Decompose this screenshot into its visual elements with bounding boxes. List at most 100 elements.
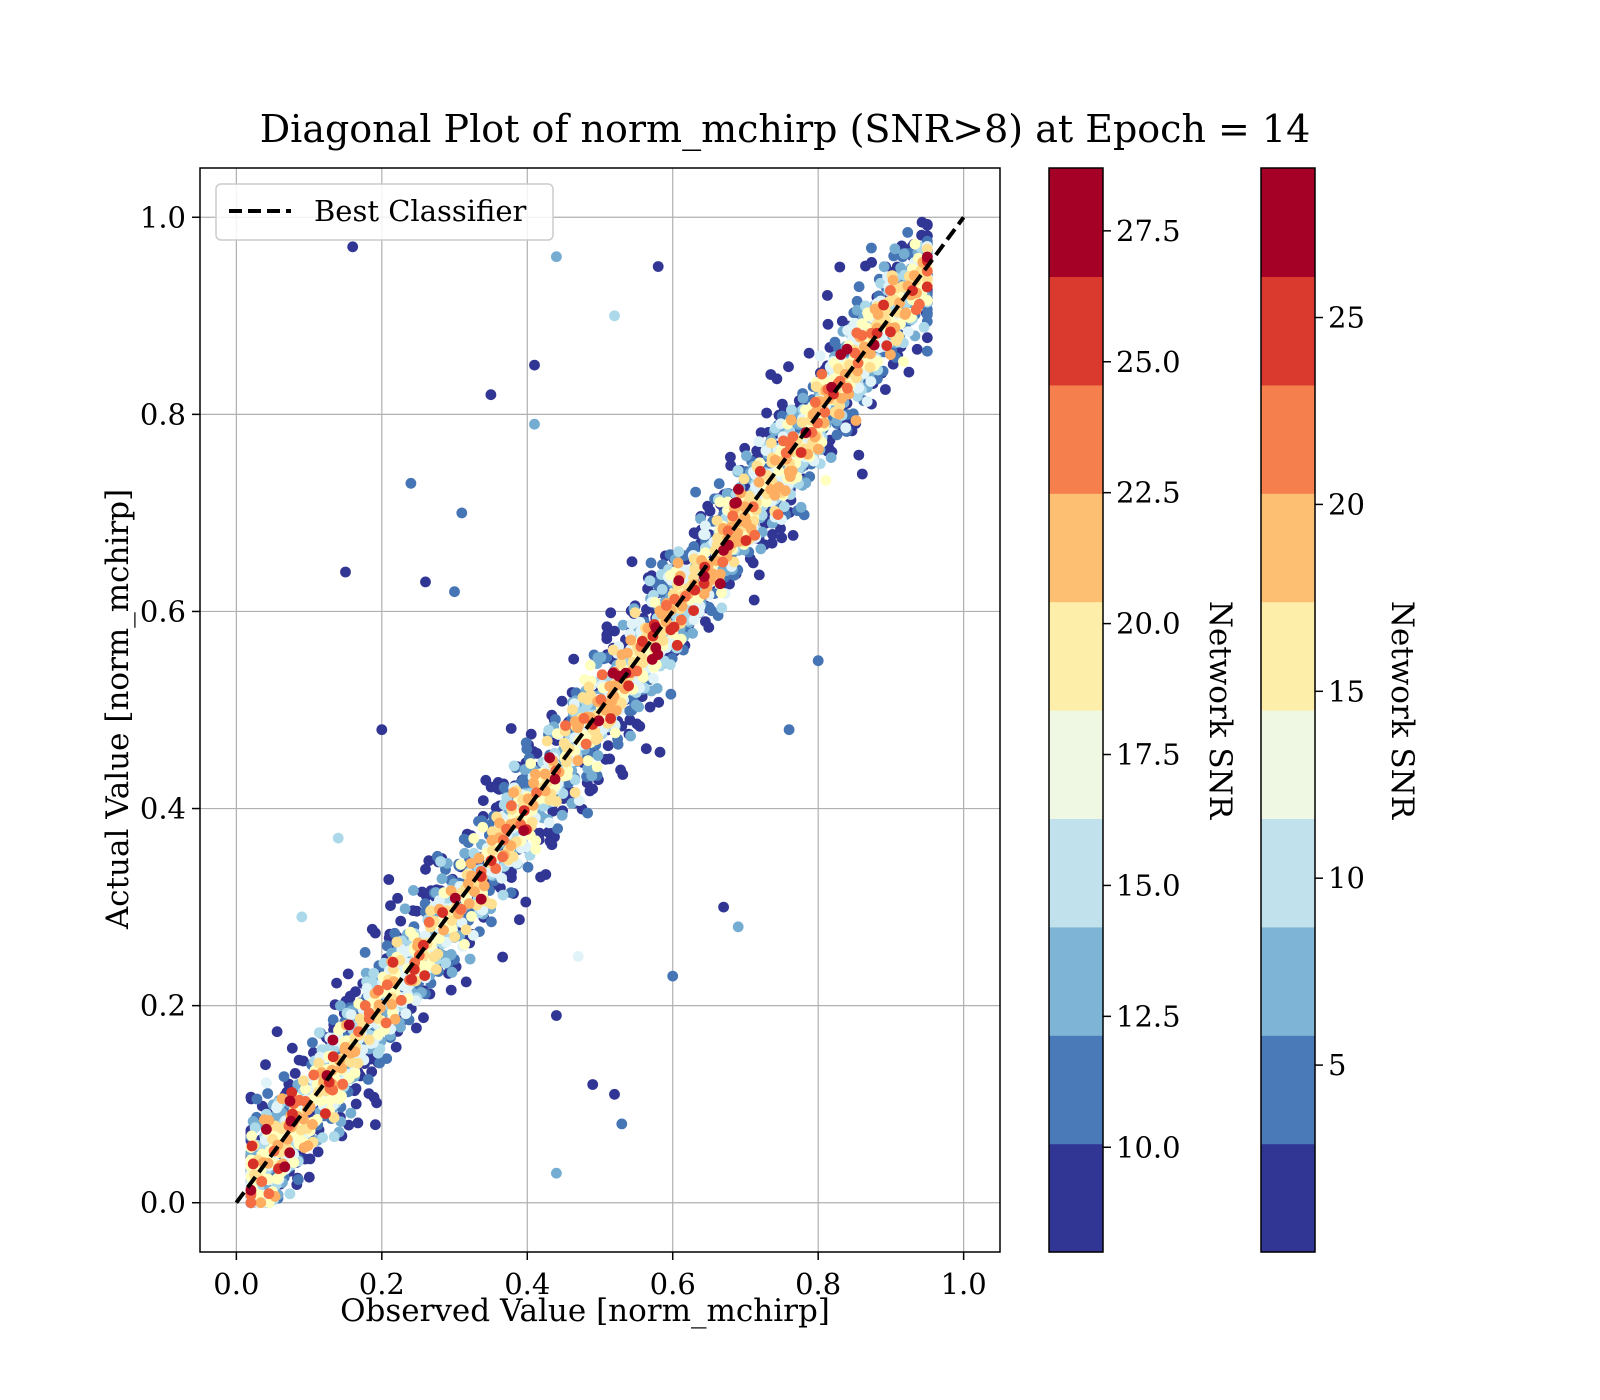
scatter-point <box>337 1078 349 1090</box>
scatter-point <box>769 454 781 466</box>
colorbar-snr-secondary: 5 10 15 20 25 Network SNR <box>1260 167 1420 1253</box>
scatter-point <box>333 1024 344 1036</box>
y-tick-label: 0.4 <box>140 792 186 826</box>
scatter-point <box>852 365 863 377</box>
scatter-point <box>713 478 725 490</box>
scatter-point <box>478 880 490 892</box>
scatter-point <box>505 723 517 734</box>
scatter-point <box>303 1171 315 1183</box>
scatter-point <box>856 330 868 341</box>
scatter-point <box>814 350 826 362</box>
scatter-point <box>584 660 596 671</box>
scatter-point <box>913 298 925 310</box>
scatter-point <box>497 951 508 963</box>
scatter-point <box>714 568 726 580</box>
scatter-point <box>271 1102 282 1114</box>
scatter-point <box>786 465 798 477</box>
scatter-point <box>286 1042 298 1054</box>
scatter-point <box>587 1079 599 1090</box>
scatter-point <box>497 851 508 863</box>
scatter-point <box>490 863 502 874</box>
colorbar-tick-label: 25.0 <box>1116 345 1181 379</box>
scatter-point <box>604 753 616 765</box>
scatter-point <box>646 654 658 665</box>
y-tick-label: 0.6 <box>140 594 186 628</box>
scatter-point <box>260 1077 272 1089</box>
scatter-point <box>616 1118 628 1130</box>
scatter-point <box>885 349 896 360</box>
scatter-point <box>551 251 562 263</box>
x-tick-label: 0.0 <box>213 1267 259 1301</box>
scatter-point <box>568 653 580 665</box>
scatter-point <box>714 496 726 508</box>
scatter-point <box>425 905 436 917</box>
scatter-points <box>245 216 933 1209</box>
scatter-point <box>392 892 403 904</box>
scatter-point <box>473 852 485 864</box>
scatter-point <box>625 634 637 646</box>
scatter-point <box>260 1059 271 1071</box>
reference-line-layer <box>234 216 966 1204</box>
scatter-point <box>875 277 886 289</box>
scatter-point <box>440 957 452 969</box>
scatter-point <box>486 898 497 910</box>
colorbar-band <box>1049 493 1103 603</box>
scatter-point <box>434 895 445 906</box>
x-tick-label: 0.8 <box>795 1267 841 1301</box>
scatter-point <box>609 1088 620 1100</box>
scatter-point <box>872 356 883 367</box>
scatter-point <box>345 1056 357 1068</box>
scatter-point <box>405 926 416 938</box>
x-tick-label: 0.2 <box>359 1267 405 1301</box>
colorbar-tick-label: 20.0 <box>1116 607 1181 641</box>
scatter-point <box>569 774 581 786</box>
scatter-point <box>423 916 435 928</box>
scatter-point <box>494 817 505 829</box>
scatter-point <box>304 1153 316 1165</box>
scatter-point <box>343 1019 355 1031</box>
scatter-point <box>361 983 373 994</box>
colorbar-band <box>1261 818 1315 928</box>
scatter-point <box>673 546 685 557</box>
scatter-point <box>601 633 613 645</box>
scatter-point <box>773 465 785 477</box>
scatter-point <box>648 673 659 684</box>
y-tick-label: 1.0 <box>140 200 186 234</box>
scatter-point <box>761 407 772 419</box>
scatter-point <box>433 933 445 944</box>
scatter-point <box>748 594 760 606</box>
scatter-point <box>593 715 605 727</box>
scatter-point <box>850 415 862 426</box>
scatter-point <box>776 532 788 544</box>
scatter-point <box>809 396 821 408</box>
scatter-point <box>629 607 641 619</box>
scatter-point <box>582 755 594 767</box>
scatter-point <box>307 1119 318 1130</box>
colorbar-band <box>1261 384 1315 494</box>
scatter-point <box>262 1088 274 1099</box>
scatter-point <box>431 964 442 975</box>
scatter-point <box>389 1013 401 1025</box>
colorbar-band <box>1049 601 1103 711</box>
scatter-point <box>644 575 656 587</box>
scatter-point <box>359 947 371 958</box>
scatter-point <box>853 281 865 293</box>
scatter-point <box>667 970 679 982</box>
scatter-point <box>345 1107 357 1119</box>
scatter-point <box>380 1017 392 1029</box>
scatter-point <box>765 369 777 380</box>
scatter-point <box>812 655 824 667</box>
scatter-point <box>383 874 395 885</box>
scatter-point <box>288 1157 300 1168</box>
scatter-point <box>556 809 568 821</box>
scatter-point <box>864 361 876 373</box>
scatter-point <box>795 447 807 458</box>
scatter-point <box>587 783 598 795</box>
scatter-point <box>328 1131 340 1143</box>
scatter-point <box>785 414 797 426</box>
scatter-point <box>372 1047 384 1059</box>
scatter-point <box>540 869 552 880</box>
scatter-point <box>373 984 384 996</box>
scatter-point <box>657 635 669 646</box>
